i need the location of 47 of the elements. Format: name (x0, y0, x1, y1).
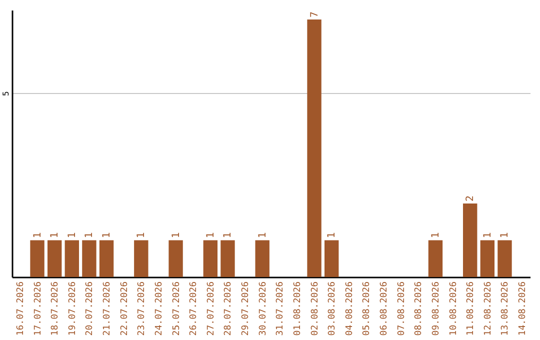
data-label: 1 (222, 232, 234, 238)
x-tick-label: 03.08.2026 (328, 282, 338, 336)
x-tick-label: 07.08.2026 (396, 282, 407, 336)
x-tick-label: 14.08.2026 (518, 282, 528, 336)
x-tick-label: 02.08.2026 (310, 282, 320, 336)
x-tick-label: 13.08.2026 (500, 282, 511, 336)
x-tick-label: 31.07.2026 (276, 282, 286, 336)
data-label: 1 (257, 232, 268, 238)
x-tick-label: 16.07.2026 (16, 282, 26, 336)
x-tick-label: 06.08.2026 (380, 282, 390, 336)
data-label: 1 (205, 232, 216, 238)
x-tick-label: 08.08.2026 (414, 282, 424, 336)
x-tick-label: 10.08.2026 (448, 282, 459, 336)
data-label: 1 (84, 232, 96, 238)
x-tick-label: 29.07.2026 (241, 282, 252, 336)
x-tick-label: 04.08.2026 (344, 282, 355, 336)
x-tick-label: 05.08.2026 (362, 282, 372, 336)
x-tick-label: 17.07.2026 (33, 282, 44, 336)
data-label: 1 (50, 232, 61, 238)
y-tick-label: 5 (2, 91, 10, 96)
data-label: 1 (102, 232, 113, 238)
x-tick-label: 23.07.2026 (137, 282, 148, 336)
data-label: 1 (170, 232, 182, 238)
data-label: 7 (309, 12, 320, 18)
data-label: 1 (482, 232, 494, 238)
x-tick-label: 28.07.2026 (224, 282, 234, 336)
data-label: 2 (465, 195, 476, 202)
x-tick-label: 01.08.2026 (292, 282, 303, 336)
data-label: 1 (430, 232, 442, 238)
data-label: 1 (66, 232, 78, 238)
x-tick-label: 30.07.2026 (258, 282, 268, 336)
data-label: 1 (326, 232, 338, 238)
data-label: 1 (32, 232, 44, 238)
data-label: 1 (500, 232, 511, 238)
x-tick-label: 24.07.2026 (154, 282, 164, 336)
x-tick-label: 25.07.2026 (172, 282, 182, 336)
x-tick-label: 18.07.2026 (50, 282, 61, 336)
x-tick-label: 11.08.2026 (466, 282, 476, 336)
x-tick-label: 27.07.2026 (206, 282, 216, 336)
x-tick-label: 12.08.2026 (483, 282, 494, 336)
x-tick-label: 21.07.2026 (102, 282, 113, 336)
data-label: 1 (136, 232, 148, 238)
x-tick-label: 26.07.2026 (189, 282, 200, 336)
x-tick-label: 09.08.2026 (431, 282, 442, 336)
x-tick-label: 20.07.2026 (85, 282, 96, 336)
x-tick-label: 22.07.2026 (120, 282, 130, 336)
x-tick-label: 19.07.2026 (68, 282, 78, 336)
